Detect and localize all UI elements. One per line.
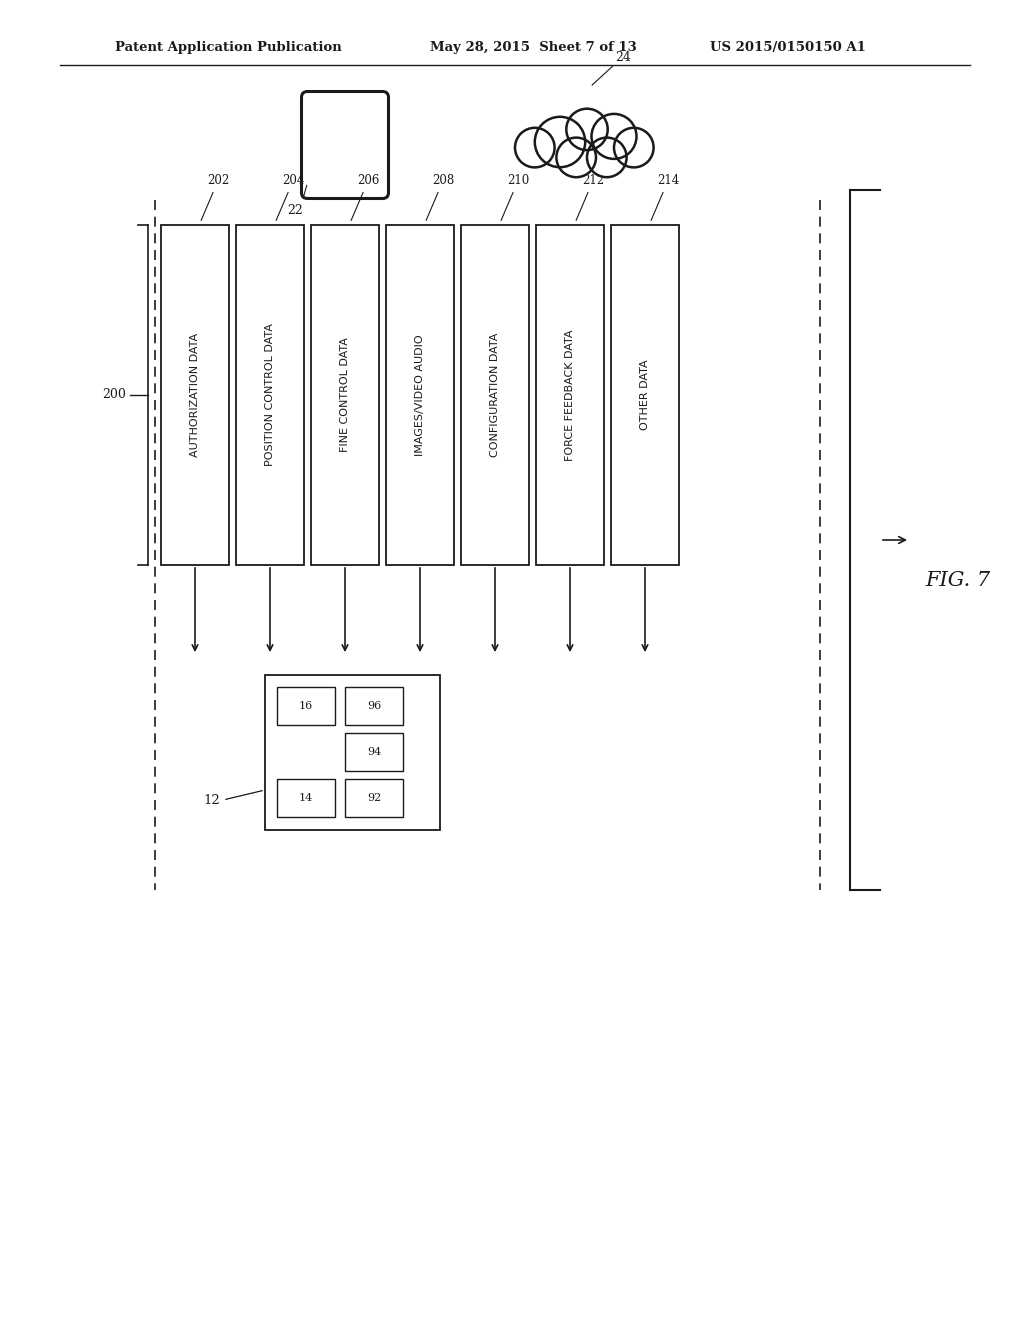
Text: FIG. 7: FIG. 7 xyxy=(925,570,990,590)
Bar xyxy=(278,779,335,817)
Bar xyxy=(345,686,403,725)
Circle shape xyxy=(587,137,627,177)
Bar xyxy=(278,686,335,725)
Bar xyxy=(161,224,229,565)
Bar xyxy=(345,733,403,771)
Text: 212: 212 xyxy=(577,174,604,220)
Circle shape xyxy=(535,116,585,168)
Circle shape xyxy=(592,114,637,158)
Circle shape xyxy=(614,128,653,168)
Text: US 2015/0150150 A1: US 2015/0150150 A1 xyxy=(710,41,866,54)
Text: 12: 12 xyxy=(203,793,220,807)
Text: 96: 96 xyxy=(367,701,381,711)
Bar xyxy=(311,224,379,565)
Text: Patent Application Publication: Patent Application Publication xyxy=(115,41,342,54)
Circle shape xyxy=(515,128,555,168)
Text: FINE CONTROL DATA: FINE CONTROL DATA xyxy=(340,338,350,453)
Bar xyxy=(345,779,403,817)
Text: POSITION CONTROL DATA: POSITION CONTROL DATA xyxy=(265,323,275,466)
Circle shape xyxy=(556,137,596,177)
Text: FORCE FEEDBACK DATA: FORCE FEEDBACK DATA xyxy=(565,329,575,461)
Text: 208: 208 xyxy=(426,174,455,220)
Text: 202: 202 xyxy=(201,174,229,220)
Text: OTHER DATA: OTHER DATA xyxy=(640,359,650,430)
FancyBboxPatch shape xyxy=(301,91,388,198)
Text: 204: 204 xyxy=(276,174,304,220)
Bar xyxy=(536,224,604,565)
Text: CONFIGURATION DATA: CONFIGURATION DATA xyxy=(490,333,500,457)
Text: 214: 214 xyxy=(651,174,679,220)
Bar xyxy=(611,224,679,565)
Bar xyxy=(265,675,440,830)
Text: 210: 210 xyxy=(501,174,529,220)
Text: 24: 24 xyxy=(615,51,631,63)
Text: 206: 206 xyxy=(351,174,379,220)
Text: 94: 94 xyxy=(367,747,381,756)
Text: 200: 200 xyxy=(102,388,126,401)
Text: May 28, 2015  Sheet 7 of 13: May 28, 2015 Sheet 7 of 13 xyxy=(430,41,637,54)
Circle shape xyxy=(566,108,607,150)
Text: 14: 14 xyxy=(299,793,313,803)
Text: 92: 92 xyxy=(367,793,381,803)
Text: 22: 22 xyxy=(287,205,302,218)
Bar xyxy=(386,224,454,565)
Bar xyxy=(461,224,529,565)
Bar xyxy=(236,224,304,565)
Text: 16: 16 xyxy=(299,701,313,711)
Text: IMAGES/VIDEO AUDIO: IMAGES/VIDEO AUDIO xyxy=(415,334,425,455)
Text: AUTHORIZATION DATA: AUTHORIZATION DATA xyxy=(190,333,200,457)
